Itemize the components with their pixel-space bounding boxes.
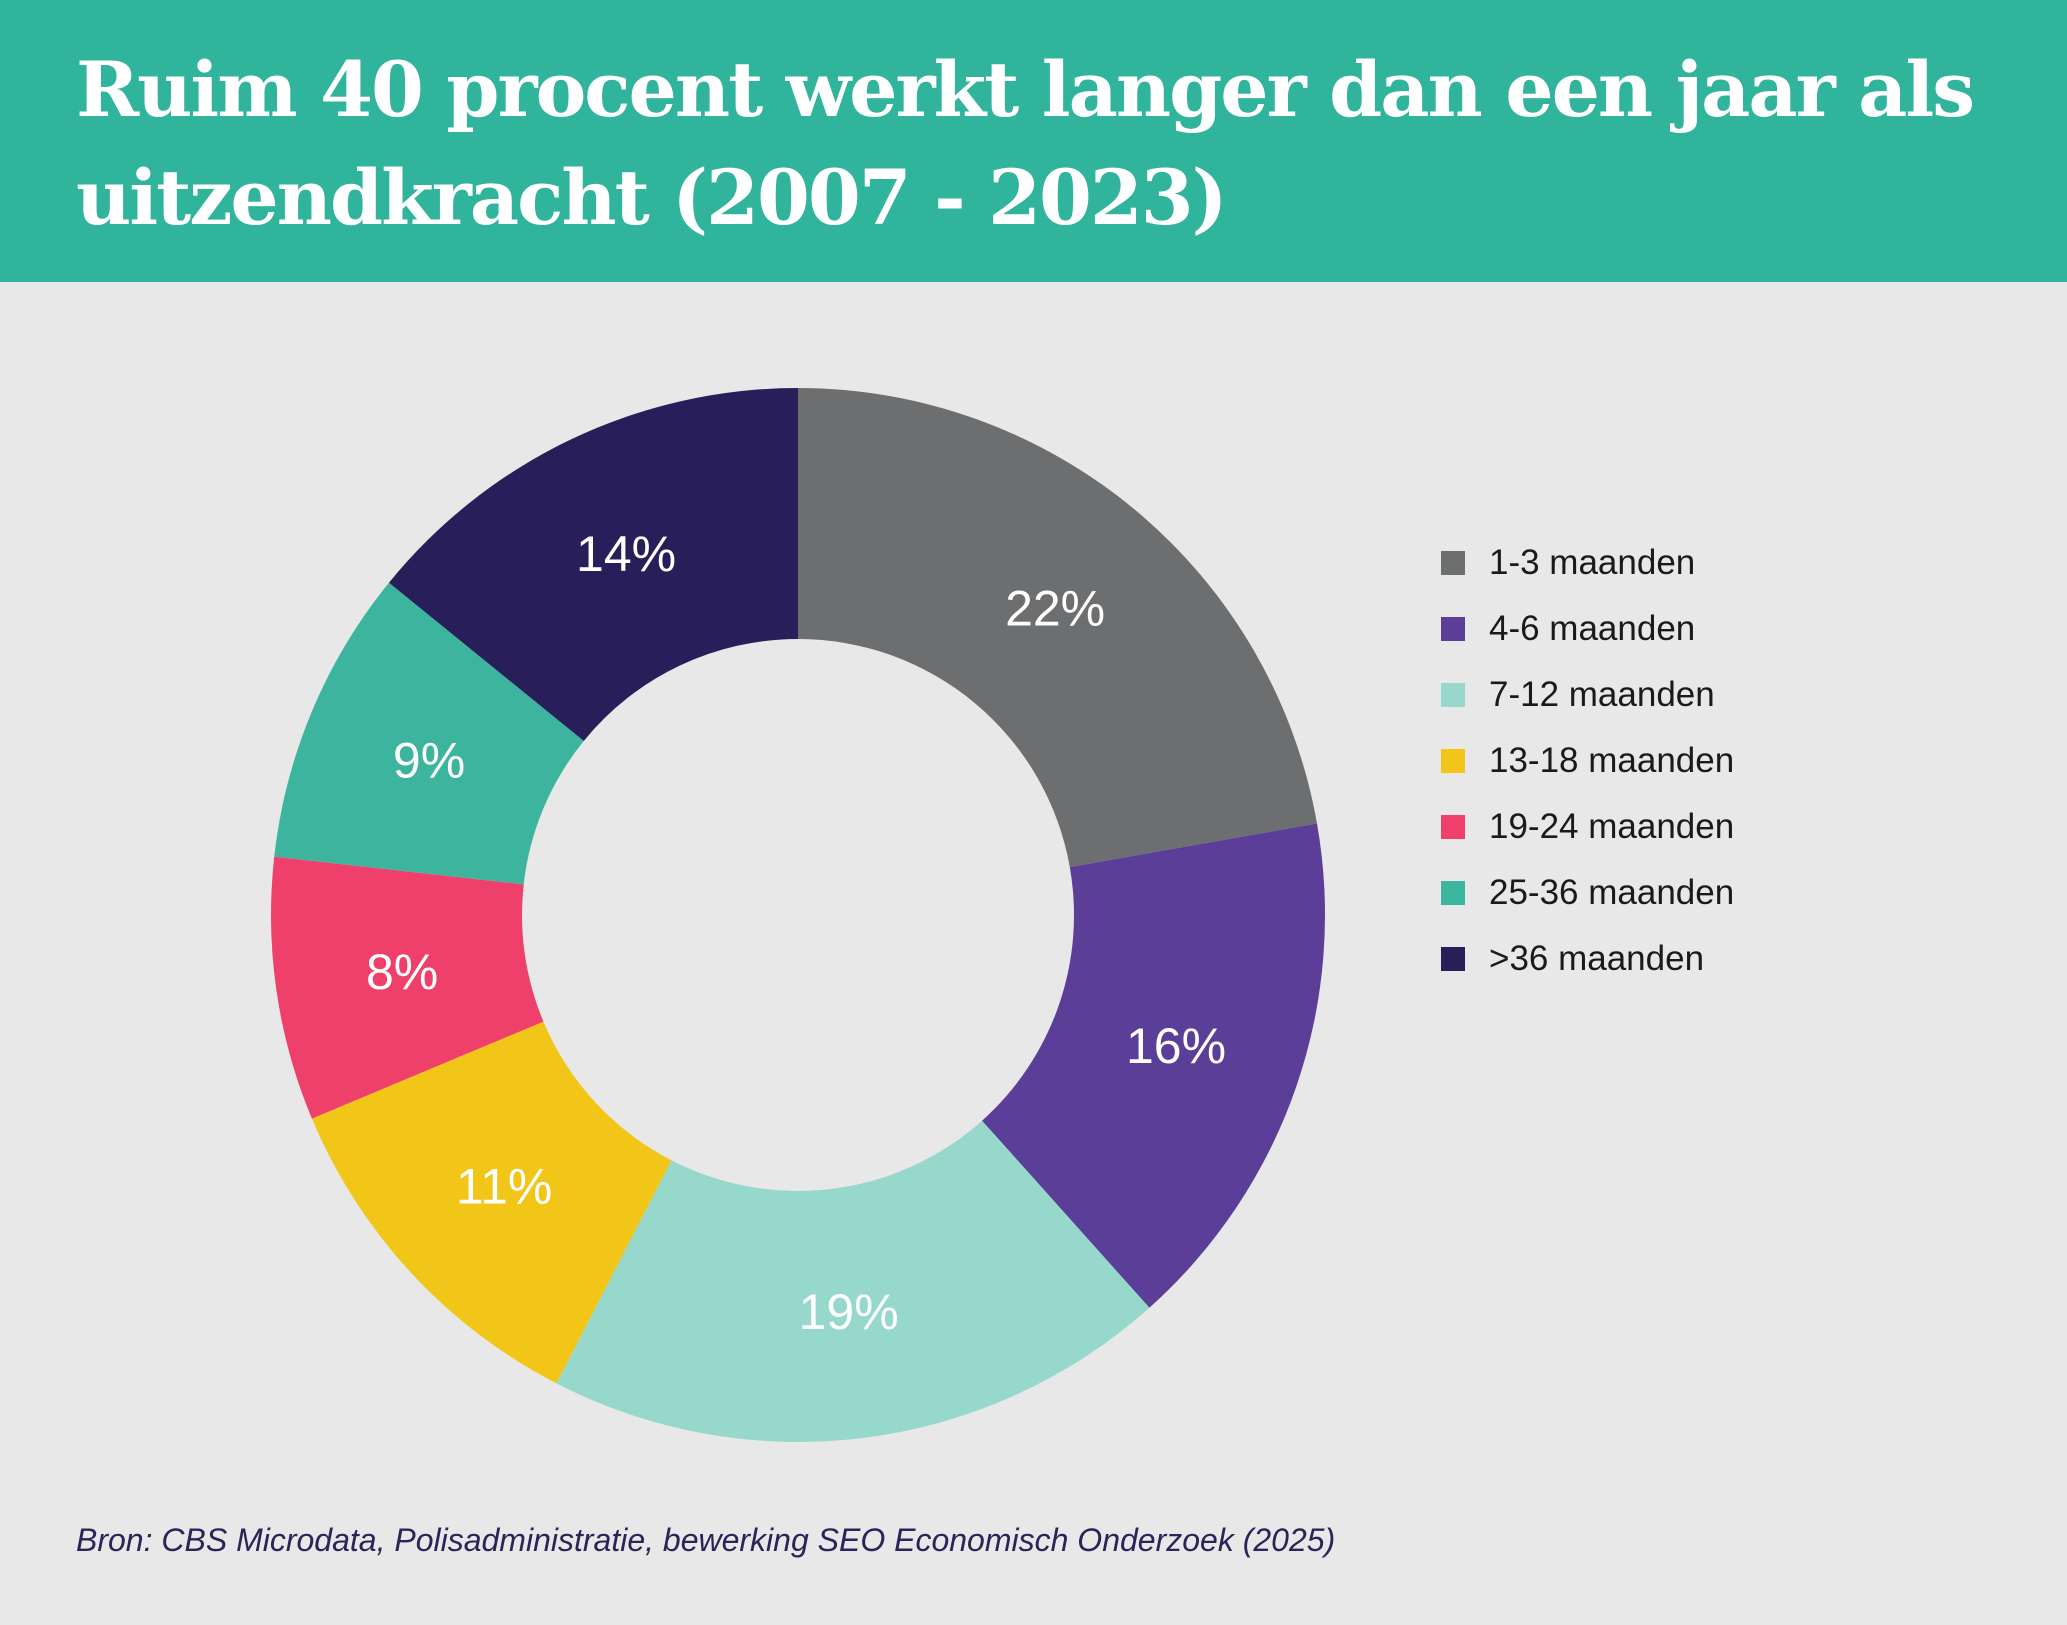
donut-slice-4 — [311, 1021, 672, 1384]
legend-item: 4-6 maanden — [1441, 596, 1734, 662]
legend-swatch — [1441, 749, 1465, 773]
donut-slice-3 — [556, 1120, 1150, 1442]
slice-value-label: 8% — [366, 944, 438, 1000]
legend-item: 13-18 maanden — [1441, 728, 1734, 794]
legend-item: 25-36 maanden — [1441, 860, 1734, 926]
legend-label: 1-3 maanden — [1489, 543, 1696, 582]
legend-item: 1-3 maanden — [1441, 530, 1734, 596]
legend-label: 19-24 maanden — [1489, 807, 1735, 846]
slice-value-label: 9% — [393, 732, 465, 788]
slice-value-label: 19% — [799, 1284, 899, 1340]
legend-swatch — [1441, 617, 1465, 641]
donut-slice-6 — [274, 582, 584, 885]
donut-slice-5 — [270, 856, 544, 1119]
legend-label: 7-12 maanden — [1489, 675, 1715, 714]
source-note: Bron: CBS Microdata, Polisadministratie,… — [76, 1522, 1336, 1558]
slice-value-label: 11% — [456, 1158, 552, 1214]
legend-swatch — [1441, 683, 1465, 707]
legend-item: 7-12 maanden — [1441, 662, 1734, 728]
donut-slice-2 — [982, 823, 1325, 1308]
donut-slice-1 — [798, 388, 1317, 868]
legend-label: >36 maanden — [1489, 939, 1705, 978]
legend-swatch — [1441, 947, 1465, 971]
chart-title: Ruim 40 procent werkt langer dan een jaa… — [76, 45, 1975, 242]
legend-swatch — [1441, 551, 1465, 575]
header-banner: Ruim 40 procent werkt langer dan een jaa… — [0, 0, 2067, 282]
legend-label: 25-36 maanden — [1489, 873, 1735, 912]
legend-item: 19-24 maanden — [1441, 794, 1734, 860]
slice-value-label: 22% — [1005, 581, 1105, 637]
donut-value-labels: 22% 16% 19% 11% 8% 9% 14% — [366, 526, 1226, 1340]
legend-swatch — [1441, 881, 1465, 905]
legend-label: 13-18 maanden — [1489, 741, 1735, 780]
slice-value-label: 16% — [1126, 1018, 1226, 1074]
legend-swatch — [1441, 815, 1465, 839]
slice-value-label: 14% — [576, 526, 676, 582]
donut-slice-7 — [388, 388, 798, 741]
legend-label: 4-6 maanden — [1489, 609, 1696, 648]
chart-legend: 1-3 maanden 4-6 maanden 7-12 maanden 13-18 … — [1441, 530, 1734, 992]
legend-item: >36 maanden — [1441, 926, 1734, 992]
donut-slices — [270, 388, 1325, 1442]
